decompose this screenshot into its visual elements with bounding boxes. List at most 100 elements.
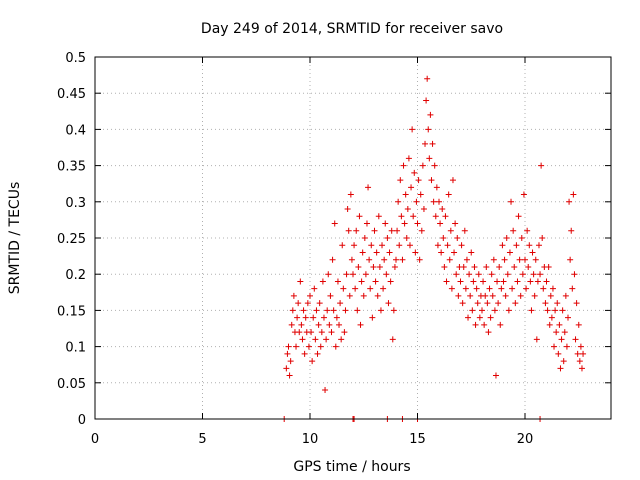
data-point (336, 321, 343, 328)
data-point (448, 285, 455, 292)
data-point (393, 256, 399, 263)
data-point (576, 358, 583, 365)
data-point (380, 285, 387, 292)
data-point (338, 336, 345, 343)
data-point (309, 358, 316, 365)
data-point (560, 358, 567, 365)
data-point (534, 278, 541, 285)
data-point (401, 220, 408, 227)
data-point (535, 242, 542, 249)
data-point (315, 321, 322, 328)
data-point (313, 307, 320, 314)
plot-frame (94, 56, 612, 420)
data-point (545, 263, 552, 270)
data-points (281, 75, 587, 422)
data-point (528, 307, 535, 314)
data-point (433, 184, 440, 191)
data-point (529, 249, 536, 256)
data-point (387, 278, 394, 285)
data-point (340, 285, 347, 292)
data-point (373, 249, 380, 256)
data-point (544, 307, 551, 314)
data-point (284, 350, 291, 357)
data-point (522, 256, 528, 263)
data-point (551, 343, 558, 350)
data-point (549, 285, 556, 292)
axis-ticks (94, 56, 611, 420)
data-point (406, 242, 413, 249)
data-point (316, 300, 323, 307)
data-point (285, 343, 292, 350)
data-point (346, 292, 353, 299)
data-point (501, 256, 508, 263)
data-point (439, 206, 446, 213)
data-point (359, 249, 366, 256)
data-point (513, 242, 520, 249)
data-point (382, 220, 389, 227)
data-point (426, 155, 433, 162)
data-point (508, 198, 515, 205)
data-point (494, 278, 501, 285)
data-point (322, 387, 329, 394)
data-point (441, 263, 448, 270)
data-point (396, 242, 403, 249)
data-point (458, 242, 465, 249)
data-point (506, 249, 513, 256)
data-point (453, 271, 460, 278)
data-point (293, 343, 300, 350)
data-point (342, 307, 349, 314)
data-point (355, 263, 362, 270)
data-point (504, 271, 511, 278)
data-point (505, 307, 512, 314)
data-point (341, 329, 348, 336)
data-point (485, 329, 492, 336)
y-tick-label: 0 (78, 413, 86, 428)
data-point (530, 271, 537, 278)
data-point (409, 126, 416, 133)
data-point (389, 336, 396, 343)
data-point (434, 242, 441, 249)
data-point (420, 206, 427, 213)
data-point (443, 278, 450, 285)
data-point (374, 292, 381, 299)
data-point (381, 256, 388, 263)
data-point (307, 292, 313, 299)
data-point (575, 321, 582, 328)
data-point (353, 227, 360, 234)
data-point (294, 314, 301, 321)
data-point (300, 307, 307, 314)
data-point (467, 292, 474, 299)
data-point (386, 249, 393, 256)
data-point (295, 300, 302, 307)
data-point (578, 365, 585, 372)
data-point (475, 271, 482, 278)
data-point (330, 307, 337, 314)
data-point (312, 336, 319, 343)
data-point (408, 184, 415, 191)
data-point (479, 307, 485, 314)
data-point (304, 300, 311, 307)
x-axis-title: GPS time / hours (293, 459, 410, 475)
data-point (455, 292, 462, 299)
data-point (368, 242, 375, 249)
data-point (569, 285, 576, 292)
data-point (347, 191, 354, 198)
data-point (570, 191, 577, 198)
data-point (422, 140, 429, 147)
data-point (445, 191, 452, 198)
data-point (431, 162, 438, 169)
data-point (404, 206, 411, 213)
x-tick-label: 0 (91, 432, 99, 447)
data-point (573, 300, 580, 307)
data-point (297, 278, 304, 285)
data-point (334, 278, 341, 285)
data-point (520, 191, 527, 198)
data-point (481, 321, 488, 328)
data-point (470, 278, 477, 285)
data-point (343, 271, 350, 278)
data-point (461, 227, 468, 234)
y-axis-title: SRMTID / TECUs (7, 182, 23, 295)
x-tick-label: 20 (517, 432, 534, 447)
data-point (419, 162, 426, 169)
data-point (552, 307, 559, 314)
